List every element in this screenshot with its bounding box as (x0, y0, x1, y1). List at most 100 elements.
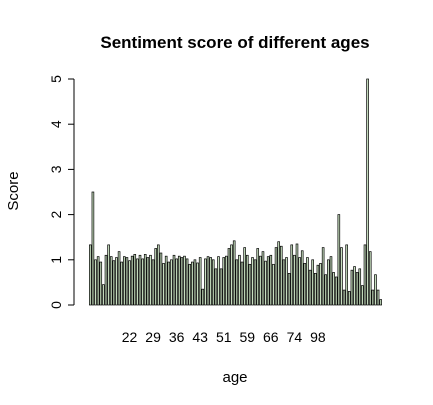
bar-83 (306, 257, 309, 306)
bar-98 (345, 244, 348, 306)
bar-25 (154, 248, 158, 306)
bar-11 (117, 251, 121, 306)
bar-97 (342, 289, 346, 306)
bar-52 (225, 255, 228, 306)
x-tick-label: 22 (122, 329, 138, 345)
bar-31 (170, 259, 173, 306)
x-tick-label: 29 (145, 329, 161, 345)
bar-18 (136, 258, 139, 306)
y-tick-label: 0 (48, 301, 64, 309)
bar-41 (196, 262, 199, 306)
bar-34 (177, 255, 181, 306)
bar-103 (358, 268, 362, 306)
bar-43 (201, 288, 205, 306)
bar-88 (319, 263, 322, 306)
bar-75 (285, 257, 288, 306)
bars-group (89, 78, 382, 306)
bar-20 (141, 258, 144, 306)
bar-70 (272, 263, 275, 306)
x-tick-label: 59 (239, 329, 255, 345)
bar-106 (366, 78, 369, 306)
bar-78 (293, 254, 296, 306)
x-tick-label: 98 (310, 329, 326, 345)
bar-100 (350, 269, 354, 306)
bar-96 (340, 247, 343, 306)
y-tick-label: 1 (48, 256, 64, 264)
bar-2 (94, 259, 97, 306)
bar-58 (240, 261, 244, 306)
bar-29 (164, 255, 168, 306)
y-tick-label: 2 (48, 210, 64, 218)
bar-4 (99, 261, 103, 306)
x-tick-label: 36 (169, 329, 185, 345)
bar-7 (107, 244, 110, 306)
bar-90 (324, 274, 328, 306)
bar-111 (379, 299, 382, 306)
bar-38 (188, 263, 192, 306)
bar-49 (217, 256, 220, 306)
bar-84 (308, 269, 312, 306)
bar-1 (91, 191, 95, 306)
bar-68 (266, 256, 270, 306)
bar-6 (104, 254, 108, 306)
bar-22 (146, 257, 150, 306)
bar-105 (363, 244, 367, 306)
bar-56 (235, 259, 239, 306)
bar-35 (180, 257, 184, 306)
bar-81 (300, 250, 304, 306)
bar-82 (303, 263, 307, 306)
bar-80 (298, 257, 301, 306)
x-tick-label: 66 (263, 329, 279, 345)
bar-72 (277, 241, 280, 306)
bar-44 (204, 258, 207, 306)
bar-33 (175, 258, 178, 306)
bar-0 (89, 244, 92, 306)
bar-30 (167, 261, 171, 306)
bar-110 (376, 289, 380, 306)
bar-53 (227, 248, 231, 306)
y-tick-label: 3 (48, 165, 64, 173)
bar-15 (128, 260, 131, 306)
bar-48 (214, 268, 218, 306)
bar-5 (102, 284, 105, 306)
bar-47 (211, 259, 215, 306)
bar-45 (206, 256, 210, 306)
bar-27 (159, 252, 163, 306)
bar-17 (133, 254, 137, 306)
bar-54 (230, 244, 233, 306)
bar-55 (232, 240, 236, 306)
y-tick-label: 5 (48, 75, 64, 83)
bar-36 (183, 255, 186, 306)
y-axis: 0 1 2 3 4 5 (48, 75, 75, 309)
x-tick-label: 74 (287, 329, 303, 345)
bar-65 (259, 255, 262, 306)
bar-93 (332, 272, 335, 306)
bar-62 (251, 257, 254, 306)
bar-87 (316, 264, 320, 306)
x-axis: 22 29 36 43 51 59 66 74 98 (122, 329, 326, 345)
chart-title: Sentiment score of different ages (100, 33, 369, 52)
bar-63 (253, 259, 257, 306)
bar-23 (149, 254, 152, 306)
bar-91 (327, 259, 330, 306)
bar-92 (329, 256, 333, 306)
bar-61 (248, 263, 252, 306)
bar-9 (112, 260, 116, 306)
bar-39 (191, 261, 194, 306)
bar-24 (151, 259, 155, 306)
bar-40 (193, 259, 197, 306)
bar-86 (314, 273, 317, 306)
bar-32 (172, 254, 176, 306)
bar-94 (334, 276, 338, 306)
bar-67 (264, 260, 267, 306)
bar-69 (269, 254, 273, 306)
bar-89 (321, 247, 325, 306)
bar-28 (162, 263, 165, 306)
bar-79 (295, 243, 299, 306)
bar-107 (368, 251, 372, 306)
bar-71 (274, 247, 278, 306)
bar-26 (157, 244, 160, 306)
bar-101 (353, 266, 356, 306)
bar-109 (374, 274, 377, 306)
